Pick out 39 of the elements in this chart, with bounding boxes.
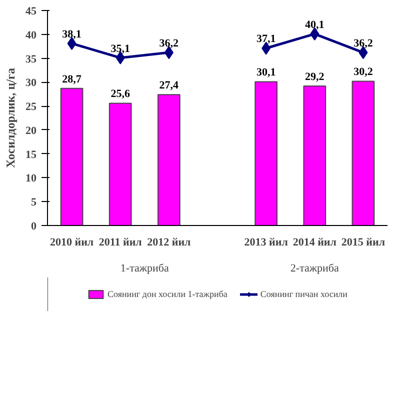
y-tick-label: 40	[26, 29, 37, 42]
data-label: 38,1	[62, 28, 82, 40]
x-tick-label: 2013 йил	[244, 236, 288, 248]
y-tick-label: 0	[31, 220, 37, 232]
y-tick-label: 20	[26, 124, 37, 137]
data-label: 40,1	[305, 18, 324, 31]
text: 2-тажриба	[290, 262, 339, 274]
bar	[254, 81, 278, 226]
y-axis-title: Хосилдорлик, ц/га	[4, 68, 18, 168]
data-label: 35,1	[110, 42, 130, 55]
y-tick-label: 5	[31, 196, 37, 209]
data-label: 27,4	[159, 80, 180, 92]
bar	[352, 80, 375, 226]
bar	[60, 88, 84, 226]
x-tick-label: 2015 йил	[341, 236, 386, 248]
data-label: 28,7	[62, 73, 82, 86]
y-tick-label: 45	[26, 6, 37, 18]
bar	[108, 102, 132, 226]
legend-label: Соянинг пичан хосили	[260, 289, 348, 299]
text: 1-тажриба	[120, 262, 169, 274]
x-tick-label: 2011 йил	[98, 236, 142, 248]
data-label: 36,2	[159, 38, 180, 50]
data-label: 36,2	[354, 38, 374, 50]
data-label: 30,2	[354, 66, 374, 78]
data-label: 37,1	[256, 33, 276, 46]
y-tick-label: 10	[26, 172, 37, 185]
bar	[303, 85, 326, 226]
x-tick-label: 2014 йил	[292, 236, 336, 248]
x-tick-label: 2010 йил	[50, 236, 94, 248]
y-tick-label: 15	[26, 148, 37, 161]
bar	[158, 94, 180, 226]
y-tick-label: 35	[26, 53, 37, 66]
x-tick-label: 2012 йил	[147, 236, 191, 248]
y-tick-label: 25	[26, 101, 37, 114]
data-label: 29,2	[305, 70, 325, 83]
y-tick-label: 30	[26, 77, 37, 90]
data-label: 30,1	[256, 66, 276, 79]
legend-label: Соянинг дон хосили 1-тажриба	[108, 289, 228, 299]
data-label: 25,6	[110, 88, 130, 100]
